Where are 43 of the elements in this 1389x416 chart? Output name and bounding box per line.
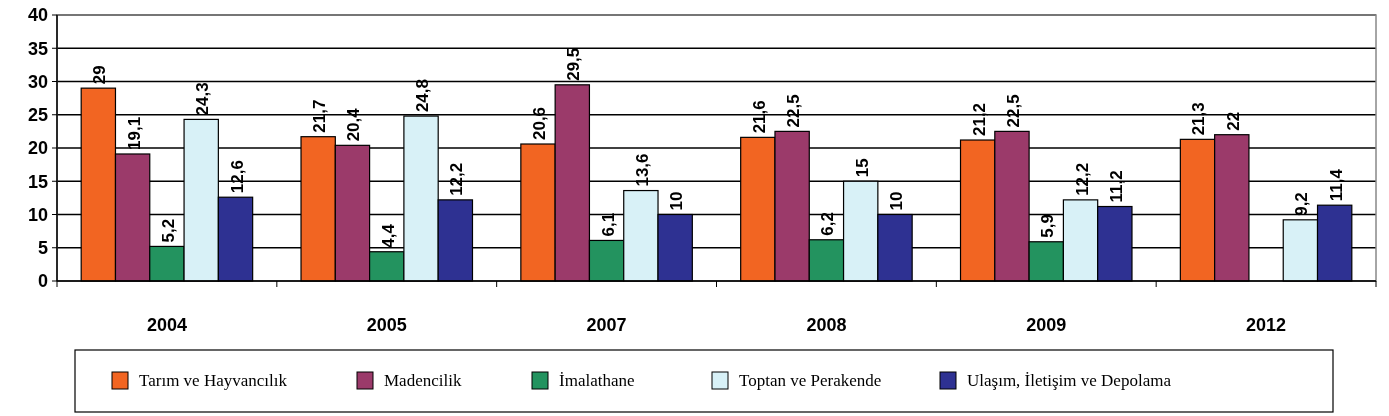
data-label: 5,2 xyxy=(158,218,178,243)
data-label: 12,6 xyxy=(227,160,247,194)
data-label: 12,2 xyxy=(447,162,467,196)
data-label: 11,4 xyxy=(1326,168,1346,202)
x-tick-label: 2005 xyxy=(366,315,407,335)
x-tick-label: 2012 xyxy=(1246,315,1287,335)
y-tick-label: 30 xyxy=(27,71,48,92)
x-tick-label: 2009 xyxy=(1026,315,1067,335)
y-tick-label: 35 xyxy=(27,38,48,59)
y-tick-label: 5 xyxy=(37,238,48,259)
x-tick-label: 2007 xyxy=(586,315,627,335)
data-label: 12,2 xyxy=(1072,162,1092,196)
y-tick-label: 10 xyxy=(27,204,48,225)
y-tick-label: 15 xyxy=(27,171,48,192)
y-tick-label: 0 xyxy=(37,271,48,292)
data-label: 29,5 xyxy=(564,47,584,81)
y-tick-label: 20 xyxy=(27,138,48,159)
data-label: 21,3 xyxy=(1189,102,1209,136)
data-label: 22,5 xyxy=(1003,94,1023,128)
data-label: 10 xyxy=(887,191,906,211)
y-tick-label: 25 xyxy=(27,105,48,126)
data-label: 11,2 xyxy=(1106,170,1126,203)
x-tick-label: 2004 xyxy=(146,315,187,335)
data-label: 15 xyxy=(852,158,872,178)
data-label: 10 xyxy=(667,191,687,211)
legend-label: Ulaşım, İletişim ve Depolama xyxy=(967,371,1172,390)
data-label: 21,2 xyxy=(969,102,989,137)
data-label: 21,6 xyxy=(749,100,769,134)
legend-label: İmalathane xyxy=(559,371,635,390)
data-label: 21,7 xyxy=(310,99,330,133)
data-label: 19,1 xyxy=(124,116,144,150)
data-label: 22,5 xyxy=(784,94,804,128)
data-label: 6,1 xyxy=(598,212,618,237)
data-label: 9,2 xyxy=(1292,192,1312,216)
data-label: 24,3 xyxy=(193,82,213,116)
legend-label: Madencilik xyxy=(384,371,462,390)
x-tick-label: 2008 xyxy=(806,315,847,335)
data-label: 5,9 xyxy=(1038,214,1058,238)
data-label: 4,4 xyxy=(378,223,398,248)
y-tick-label: 40 xyxy=(27,5,48,26)
legend-label: Toptan ve Perakende xyxy=(739,371,882,390)
legend-label: Tarım ve Hayvancılık xyxy=(139,371,288,390)
data-label: 20,4 xyxy=(344,107,364,142)
